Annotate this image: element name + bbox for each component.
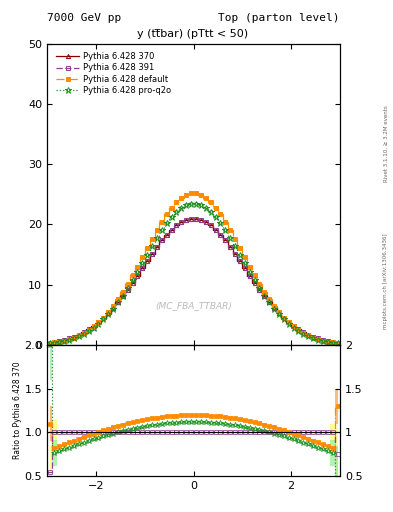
Text: Top (parton level): Top (parton level) (219, 13, 340, 23)
Text: mcplots.cern.ch [arXiv:1306.3436]: mcplots.cern.ch [arXiv:1306.3436] (384, 234, 388, 329)
Legend: Pythia 6.428 370, Pythia 6.428 391, Pythia 6.428 default, Pythia 6.428 pro-q2o: Pythia 6.428 370, Pythia 6.428 391, Pyth… (54, 51, 173, 96)
Y-axis label: Ratio to Pythia 6.428 370: Ratio to Pythia 6.428 370 (13, 362, 22, 459)
Text: 7000 GeV pp: 7000 GeV pp (47, 13, 121, 23)
Text: Rivet 3.1.10, ≥ 3.2M events: Rivet 3.1.10, ≥ 3.2M events (384, 105, 388, 182)
Text: (MC_FBA_TTBAR): (MC_FBA_TTBAR) (155, 302, 232, 310)
Text: y (tt̅bar) (pTtt < 50): y (tt̅bar) (pTtt < 50) (137, 29, 248, 39)
